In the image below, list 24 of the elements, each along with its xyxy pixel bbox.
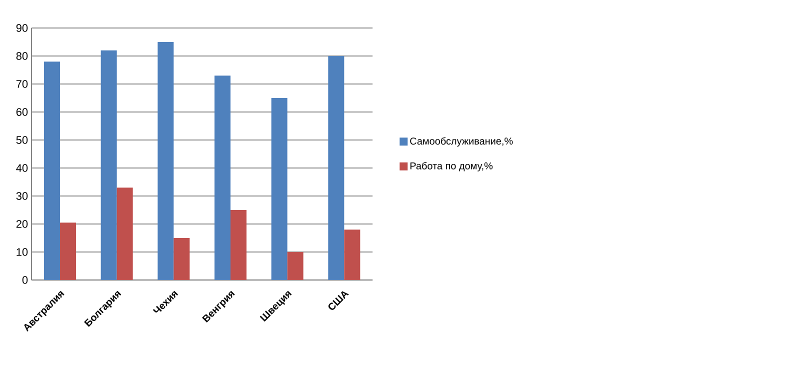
- bar: [214, 76, 231, 280]
- y-tick-label: 50: [16, 136, 28, 144]
- bar: [44, 62, 60, 280]
- y-tick-label: 60: [16, 108, 28, 116]
- bar: [344, 230, 360, 280]
- y-tick-label: 80: [16, 52, 28, 60]
- bar: [60, 222, 76, 280]
- y-tick-label: 90: [16, 24, 28, 32]
- y-tick-label: 40: [16, 164, 28, 172]
- bar: [287, 252, 304, 280]
- y-tick-label: 30: [16, 192, 28, 200]
- y-tick-label: 10: [16, 248, 28, 256]
- y-tick-label: 20: [16, 220, 28, 228]
- y-tick-label: 0: [22, 276, 28, 284]
- bar: [328, 56, 344, 280]
- bar: [230, 210, 247, 280]
- bar: [116, 188, 133, 280]
- bar: [158, 42, 174, 280]
- bar: [100, 50, 117, 280]
- legend-label: Самообслуживание,%: [410, 137, 513, 147]
- y-tick-label: 70: [16, 80, 28, 88]
- bar: [271, 98, 288, 280]
- legend-label: Работа по дому,%: [410, 162, 493, 172]
- bar: [174, 238, 190, 280]
